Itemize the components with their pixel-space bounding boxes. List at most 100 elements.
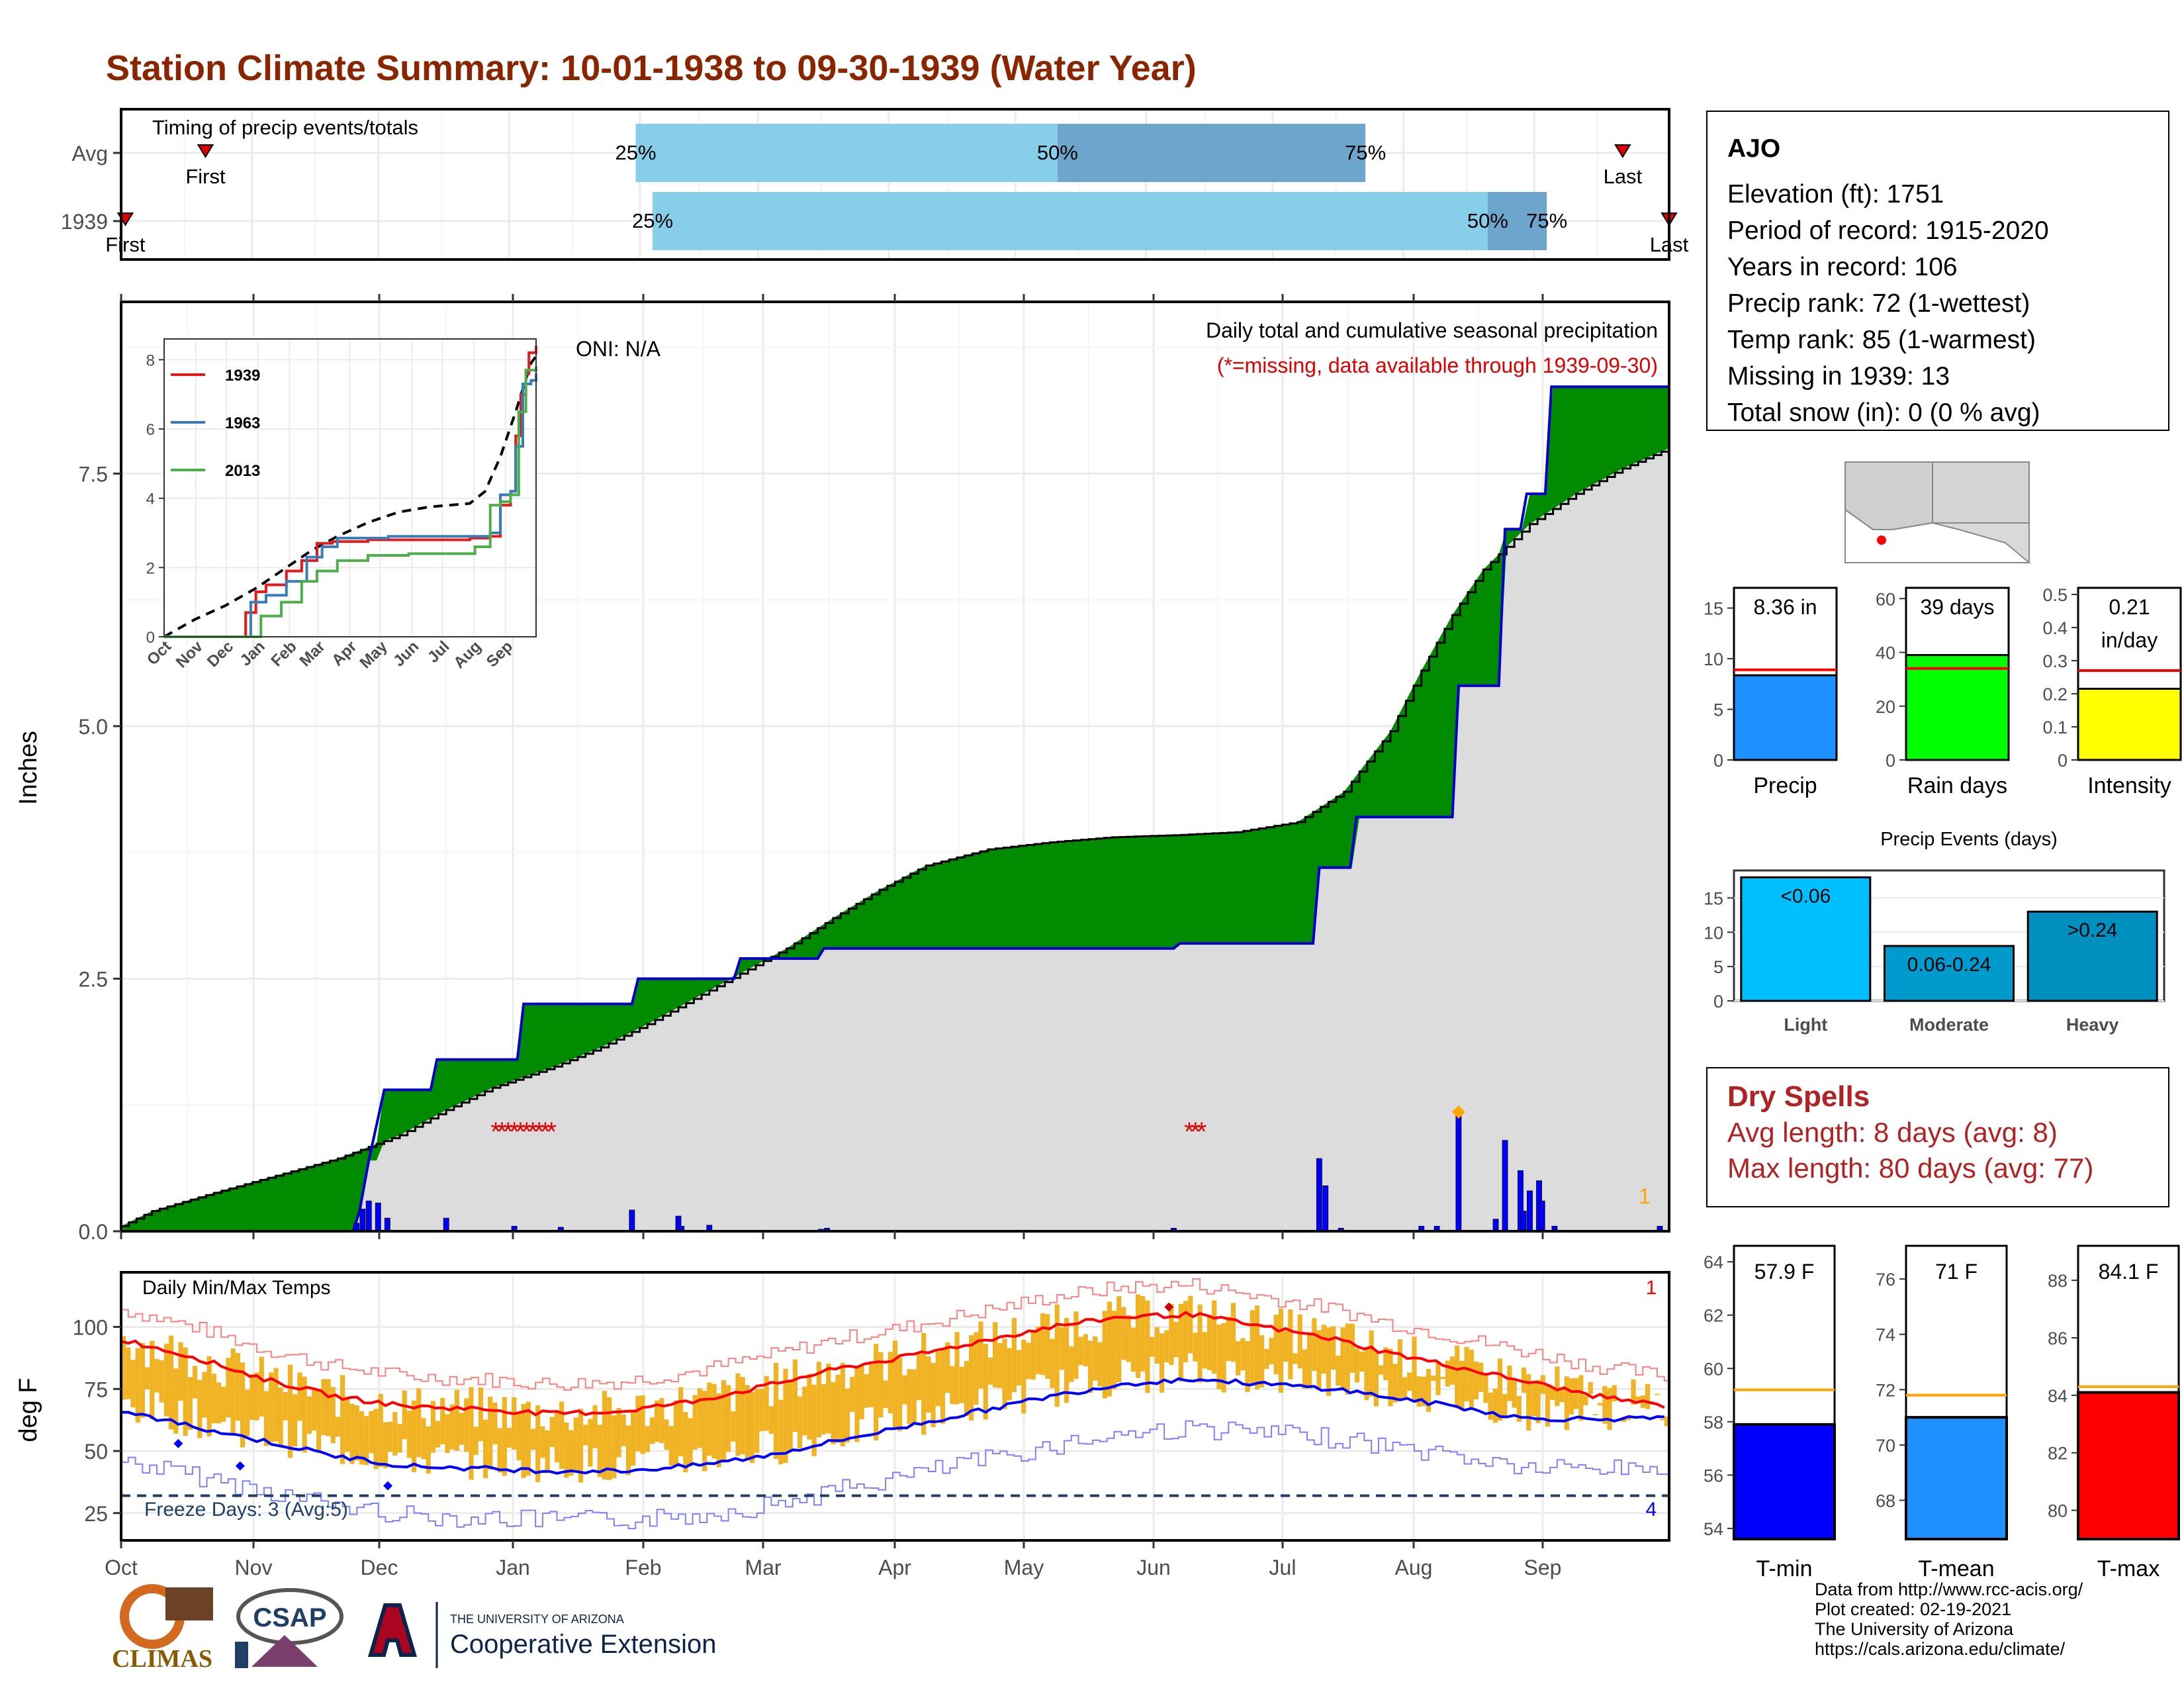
daily-temp-range [221,1386,226,1422]
daily-temp-range [1397,1339,1402,1399]
temp-summary-bar [1733,1423,1836,1541]
daily-temp-range [945,1342,950,1393]
daily-temp-range [235,1352,240,1421]
daily-temp-range [1607,1387,1612,1430]
mini-bar-precip [1733,674,1838,761]
daily-temp-range [516,1413,522,1461]
daily-temp-range [1083,1334,1088,1367]
daily-precip-bar [706,1225,713,1231]
daily-temp-range [564,1422,569,1478]
last-marker [1614,144,1631,158]
y-tick-label: 100 [73,1316,108,1340]
daily-temp-range [1550,1387,1555,1400]
daily-temp-range [621,1414,626,1446]
daily-temp-range [554,1411,560,1463]
daily-temp-range [749,1391,755,1464]
daily-temp-range [602,1391,608,1480]
below-observed-area [121,448,1669,1231]
oni-label: ONI: N/A [576,337,661,361]
daily-temp-range [1445,1360,1450,1387]
daily-temp-range [707,1382,712,1456]
mini-y-tick: 15 [1704,599,1723,619]
temp-y-tick: 62 [1704,1306,1723,1326]
precip-caption: Daily total and cumulative seasonal prec… [1206,318,1658,342]
climas-logo-shape [165,1587,213,1620]
timing-label-50: 50% [1037,141,1078,164]
mini-y-tick: 20 [1876,697,1895,717]
daily-precip-bar [1338,1228,1344,1231]
footer-line: Data from http://www.rcc-acis.org/ [1815,1579,2083,1599]
daily-temp-range [1093,1336,1098,1381]
dry-spells-max: Max length: 80 days (avg: 77) [1727,1152,2094,1184]
timing-label-25: 25% [632,209,673,232]
daily-temp-range [1206,1315,1212,1370]
daily-temp-range [802,1386,807,1436]
inset-legend-label: 2013 [225,462,260,480]
daily-temp-range [1050,1338,1055,1388]
daily-temp-range [950,1366,955,1405]
mini-value-label2: in/day [2101,628,2158,652]
csap-logo-text: CSAP [253,1603,326,1632]
daily-temp-range [702,1391,707,1472]
daily-temp-range [1402,1377,1408,1398]
daily-temp-range [964,1360,970,1417]
event-bar [2026,910,2158,1002]
temp-y-tick: 64 [1704,1252,1723,1272]
ua-large-text: Cooperative Extension [450,1630,716,1659]
daily-temp-range [1269,1338,1274,1364]
daily-temp-range [492,1402,498,1444]
daily-temp-range [1440,1377,1445,1380]
daily-temp-range [1173,1321,1179,1358]
mini-y-tick: 40 [1876,643,1895,663]
daily-temp-range [592,1405,598,1448]
daily-temp-range [397,1423,402,1453]
daily-temp-range [1064,1317,1069,1403]
state-shape [1932,461,2030,524]
daily-temp-range [1359,1351,1365,1372]
daily-temp-range [126,1347,131,1399]
mini-category-label: Intensity [2087,773,2171,798]
dry-spells-title: Dry Spells [1727,1080,1870,1113]
event-bar-label: 0.06-0.24 [1907,954,1991,976]
avg-cumulative-line [121,448,1669,1227]
daily-temp-range [192,1366,198,1399]
daily-temp-range [745,1385,750,1461]
page-title: Station Climate Summary: 10-01-1938 to 0… [106,48,1197,88]
footer-credits: Data from http://www.rcc-acis.org/ Plot … [1815,1579,2083,1659]
daily-temp-range [1240,1338,1246,1371]
daily-temp-range [688,1418,693,1467]
daily-temp-range [1169,1303,1174,1365]
missing-marker: * [527,1117,538,1147]
missing-marker: * [1197,1117,1207,1147]
daily-temp-range [1278,1309,1284,1393]
daily-temp-range [383,1422,388,1468]
daily-temp-range [631,1409,636,1466]
missing-marker: * [509,1117,520,1147]
daily-temp-range [673,1400,679,1466]
daily-temp-range [454,1389,459,1451]
precip-clipped: ********** *** [121,385,1669,1231]
daily-temp-range [426,1426,431,1474]
event-bar-label: >0.24 [2068,919,2118,941]
daily-temp-range [859,1366,864,1419]
timing-bar-25-50 [635,124,1058,182]
daily-temp-range [573,1417,578,1472]
x-tick-label: May [1004,1556,1044,1579]
daily-temp-range [645,1426,650,1452]
station-line: Missing in 1939: 13 [1727,362,1950,391]
station-line: Years in record: 106 [1727,253,1958,281]
y-axis-label: Inches [15,731,42,805]
daily-temp-range [1449,1356,1455,1385]
daily-temp-range [807,1374,812,1440]
daily-temp-range [983,1344,988,1420]
daily-temp-range [202,1372,207,1418]
daily-temp-range [864,1374,869,1408]
daily-temp-range [768,1406,774,1434]
dry-spells-avg: Avg length: 8 days (avg: 8) [1727,1117,2058,1148]
daily-precip-bar [824,1228,830,1231]
daily-temp-range [940,1348,946,1424]
daily-temp-range [1355,1348,1360,1383]
first-marker [197,144,214,158]
station-line: Elevation (ft): 1751 [1727,180,1944,209]
daily-temp-range [211,1374,216,1424]
